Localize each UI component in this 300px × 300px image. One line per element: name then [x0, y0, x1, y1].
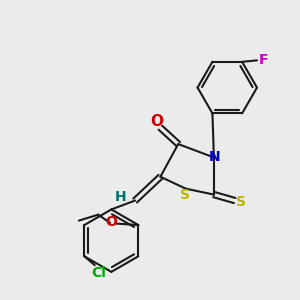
- Text: O: O: [150, 114, 163, 129]
- Text: F: F: [259, 53, 268, 68]
- Text: S: S: [180, 188, 190, 202]
- Text: O: O: [105, 215, 117, 229]
- Text: N: N: [209, 150, 220, 164]
- Text: H: H: [115, 190, 126, 204]
- Text: Cl: Cl: [91, 266, 106, 280]
- Text: S: S: [236, 195, 246, 209]
